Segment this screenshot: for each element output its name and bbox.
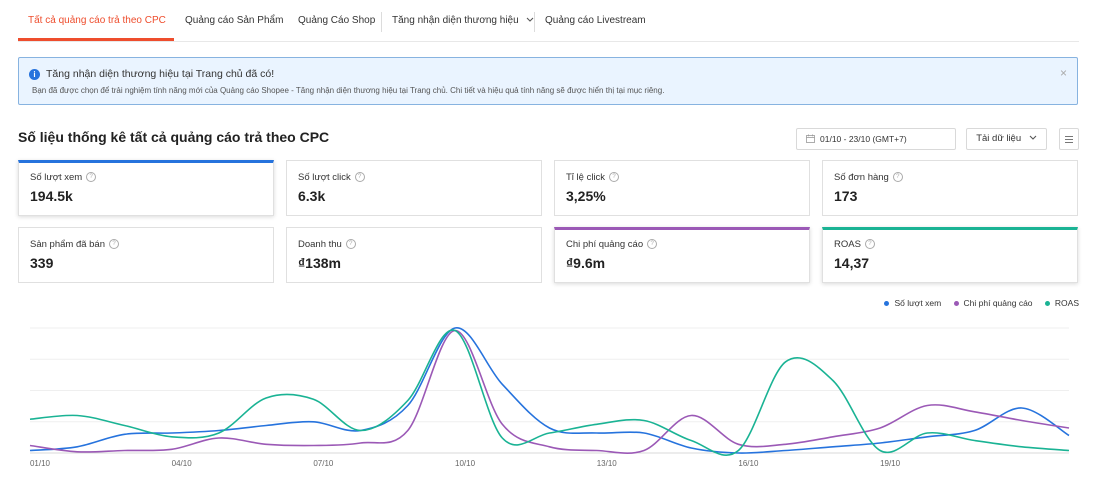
metric-card-products-sold[interactable]: Sản phẩm đã bán? 339	[18, 227, 274, 283]
x-tick-label: 01/10	[30, 459, 51, 468]
legend-item-views[interactable]: Số lượt xem	[884, 298, 941, 308]
page-title: Số liệu thống kê tất cả quảng cáo trả th…	[18, 129, 330, 145]
series-line-roas	[29, 329, 1070, 456]
x-tick-label: 07/10	[313, 459, 334, 468]
tab-brand-awareness-label: Tăng nhận diện thương hiệu	[392, 15, 519, 26]
more-options-button[interactable]	[1059, 128, 1079, 150]
help-icon[interactable]: ?	[609, 172, 620, 183]
metric-label: Chi phí quảng cáo	[566, 239, 644, 250]
metric-label: Số lượt xem	[30, 172, 83, 183]
download-data-label: Tải dữ liệu	[976, 133, 1022, 144]
metric-card-views[interactable]: Số lượt xem? 194.5k	[18, 160, 274, 216]
performance-line-chart: 01/10 04/10 07/10 10/10 13/10 16/10 19/10	[29, 327, 1070, 468]
help-icon[interactable]: ?	[892, 172, 903, 183]
tab-all-cpc-ads[interactable]: Tất cả quảng cáo trả theo CPC	[28, 15, 166, 26]
metric-label: Số đơn hàng	[834, 172, 889, 183]
metric-card-revenue[interactable]: Doanh thu? ₫138m	[286, 227, 542, 283]
tab-shop-ads[interactable]: Quảng Cáo Shop	[298, 15, 376, 26]
date-range-picker[interactable]: 01/10 - 23/10 (GMT+7)	[796, 128, 956, 150]
help-icon[interactable]: ?	[86, 172, 97, 183]
metric-value: 339	[30, 255, 54, 271]
chevron-down-icon	[527, 17, 534, 23]
metric-value: 14,37	[834, 255, 870, 271]
tab-product-ads[interactable]: Quảng cáo Sản Phẩm	[185, 15, 284, 26]
metric-value: 173	[834, 188, 858, 204]
info-icon: i	[29, 69, 40, 80]
chart-legend: Số lượt xem Chi phí quảng cáo ROAS	[874, 298, 1079, 308]
close-icon[interactable]: ×	[1059, 66, 1067, 80]
metric-card-roas[interactable]: ROAS? 14,37	[822, 227, 1078, 283]
banner-description: Bạn đã được chọn để trải nghiệm tính năn…	[32, 86, 665, 95]
x-tick-label: 19/10	[880, 459, 901, 468]
x-tick-label: 13/10	[597, 459, 618, 468]
ads-type-tabs: Tất cả quảng cáo trả theo CPC Quảng cáo …	[18, 0, 1079, 42]
tab-livestream-ads[interactable]: Quảng cáo Livestream	[545, 15, 646, 26]
tab-brand-awareness[interactable]: Tăng nhận diện thương hiệu	[392, 0, 534, 41]
download-data-button[interactable]: Tải dữ liệu	[966, 128, 1047, 150]
metric-card-ad-spend[interactable]: Chi phí quảng cáo? ₫9.6m	[554, 227, 810, 283]
metric-label: Tỉ lệ click	[566, 172, 606, 183]
metric-card-ctr[interactable]: Tỉ lệ click? 3,25%	[554, 160, 810, 216]
x-tick-label: 10/10	[455, 459, 476, 468]
legend-item-ad-spend[interactable]: Chi phí quảng cáo	[953, 298, 1033, 308]
legend-item-roas[interactable]: ROAS	[1044, 298, 1079, 308]
date-range-text: 01/10 - 23/10 (GMT+7)	[820, 134, 907, 144]
tab-divider	[381, 12, 382, 32]
legend-dot	[1044, 301, 1050, 307]
help-icon[interactable]: ?	[864, 239, 875, 250]
metric-value: 194.5k	[30, 188, 73, 204]
menu-icon	[1065, 136, 1073, 137]
legend-dot	[953, 301, 959, 307]
series-line-ad-spend	[29, 329, 1070, 455]
legend-label: Số lượt xem	[894, 298, 942, 308]
metric-label: ROAS	[834, 239, 861, 250]
x-tick-label: 04/10	[172, 459, 193, 468]
series-line-views	[29, 327, 1070, 454]
help-icon[interactable]: ?	[354, 172, 365, 183]
info-banner: i Tăng nhận diện thương hiệu tại Trang c…	[18, 57, 1078, 105]
metric-label: Sản phẩm đã bán	[30, 239, 106, 250]
metric-card-orders[interactable]: Số đơn hàng? 173	[822, 160, 1078, 216]
metric-value: 6.3k	[298, 188, 326, 204]
metric-label: Doanh thu	[298, 239, 342, 250]
legend-label: Chi phí quảng cáo	[963, 298, 1033, 308]
metric-value: ₫138m	[298, 255, 341, 271]
banner-title: Tăng nhận diện thương hiệu tại Trang chủ…	[46, 68, 275, 80]
active-tab-indicator	[18, 38, 174, 41]
metric-value: ₫9.6m	[566, 255, 606, 271]
tab-divider	[534, 12, 535, 32]
legend-dot	[884, 301, 890, 307]
metric-card-clicks[interactable]: Số lượt click? 6.3k	[286, 160, 542, 216]
metric-value: 3,25%	[566, 188, 606, 204]
help-icon[interactable]: ?	[109, 239, 120, 250]
calendar-icon	[806, 134, 815, 143]
chevron-down-icon	[1029, 136, 1037, 141]
metric-label: Số lượt click	[298, 172, 351, 183]
help-icon[interactable]: ?	[647, 239, 658, 250]
x-tick-label: 16/10	[738, 459, 759, 468]
legend-label: ROAS	[1054, 298, 1079, 308]
help-icon[interactable]: ?	[345, 239, 356, 250]
